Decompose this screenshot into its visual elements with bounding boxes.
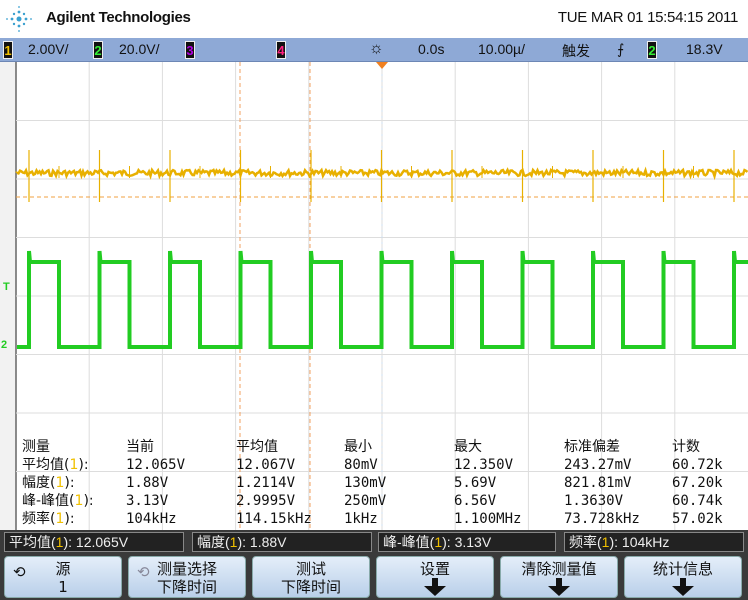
entry-knob-icon: ⟲	[137, 563, 150, 581]
table-cell: 57.02k	[672, 511, 723, 527]
column-header: 标准偏差	[564, 439, 620, 455]
row-label: 频率(1):	[22, 511, 75, 527]
arrow-down-icon	[672, 578, 694, 596]
ch2-ground-marker[interactable]: 2	[1, 339, 8, 351]
table-cell: 2.9995V	[236, 493, 296, 509]
left-margin	[0, 62, 16, 530]
softkey-bar: ⟲ 源 1 ⟲ 测量选择 下降时间 测试 下降时间 设置 清除测量值 统计信息	[0, 554, 748, 600]
row-label: 平均值(1):	[22, 457, 89, 473]
table-cell: 60.72k	[672, 457, 723, 473]
datetime: TUE MAR 01 15:54:15 2011	[557, 9, 738, 26]
ch1-scale[interactable]: 2.00V/	[28, 41, 69, 57]
table-cell: 12.065V	[126, 457, 186, 473]
row-label: 幅度(1):	[22, 475, 75, 491]
agilent-logo-icon	[6, 6, 32, 32]
channel-4-button[interactable]: 4	[276, 41, 286, 59]
measurement-bar: 平均值(1): 12.065V 幅度(1): 1.88V 峰-峰值(1): 3.…	[0, 530, 748, 554]
column-header: 平均值	[236, 439, 278, 455]
table-cell: 250mV	[344, 493, 387, 509]
table-cell: 1.100MHz	[454, 511, 522, 527]
arrow-down-icon	[548, 578, 570, 596]
arrow-down-icon	[424, 578, 446, 596]
softkey-statistics[interactable]: 统计信息	[624, 556, 742, 598]
channel-3-button[interactable]: 3	[185, 41, 195, 59]
softkey-clear-measurements[interactable]: 清除测量值	[500, 556, 618, 598]
column-header: 最小	[344, 439, 372, 455]
trigger-position-marker	[376, 62, 388, 69]
table-cell: 243.27mV	[564, 457, 632, 473]
row-label: 峰-峰值(1):	[22, 493, 94, 509]
ch2-scale[interactable]: 20.0V/	[119, 41, 160, 57]
measurement-amplitude: 幅度(1): 1.88V	[192, 532, 372, 552]
table-cell: 12.067V	[236, 457, 296, 473]
measurement-peak-to-peak: 峰-峰值(1): 3.13V	[378, 532, 556, 552]
table-cell: 821.81mV	[564, 475, 632, 491]
status-bar: 1 2.00V/ 2 20.0V/ 3 4 ☼ 0.0s 10.00µ/ 触发 …	[0, 38, 748, 62]
table-cell: 1kHz	[344, 511, 378, 527]
column-header: 计数	[672, 439, 700, 455]
trigger-level[interactable]: 18.3V	[686, 41, 723, 57]
rising-edge-icon: ⨍	[617, 41, 625, 57]
measurement-mean: 平均值(1): 12.065V	[4, 532, 184, 552]
softkey-measure-select[interactable]: ⟲ 测量选择 下降时间	[128, 556, 246, 598]
table-cell: 1.2114V	[236, 475, 296, 491]
brand-name: Agilent Technologies	[46, 9, 191, 26]
waveform-canvas	[0, 62, 748, 530]
entry-knob-icon: ⟲	[13, 563, 26, 581]
delay[interactable]: 0.0s	[418, 41, 445, 57]
channel-1-button[interactable]: 1	[3, 41, 13, 59]
ch2-waveform	[17, 250, 748, 349]
table-cell: 80mV	[344, 457, 378, 473]
table-cell: 73.728kHz	[564, 511, 640, 527]
table-cell: 60.74k	[672, 493, 723, 509]
column-header: 当前	[126, 439, 154, 455]
table-cell: 1.3630V	[564, 493, 624, 509]
timebase[interactable]: 10.00µ/	[478, 41, 525, 57]
table-cell: 3.13V	[126, 493, 169, 509]
channel-2-button[interactable]: 2	[93, 41, 103, 59]
header: Agilent Technologies TUE MAR 01 15:54:15…	[0, 0, 748, 38]
measurement-frequency: 频率(1): 104kHz	[564, 532, 744, 552]
table-cell: 67.20k	[672, 475, 723, 491]
trigger-label: 触发	[562, 43, 590, 59]
table-cell: 104kHz	[126, 511, 177, 527]
ch2-trigger-marker[interactable]: T	[3, 281, 10, 293]
acquisition-icon: ☼	[369, 40, 384, 57]
softkey-test[interactable]: 测试 下降时间	[252, 556, 370, 598]
trigger-source[interactable]: 2	[647, 41, 657, 59]
table-cell: 130mV	[344, 475, 387, 491]
column-header: 测量	[22, 439, 50, 455]
table-cell: 114.15kHz	[236, 511, 312, 527]
column-header: 最大	[454, 439, 482, 455]
softkey-source[interactable]: ⟲ 源 1	[4, 556, 122, 598]
table-cell: 6.56V	[454, 493, 497, 509]
table-cell: 12.350V	[454, 457, 514, 473]
waveform-display[interactable]: T 2 测量 当前 平均值 最小 最大 标准偏差 计数平均值(1): 12.065V 12.06…	[0, 62, 748, 530]
table-cell: 1.88V	[126, 475, 169, 491]
softkey-settings[interactable]: 设置	[376, 556, 494, 598]
table-cell: 5.69V	[454, 475, 497, 491]
